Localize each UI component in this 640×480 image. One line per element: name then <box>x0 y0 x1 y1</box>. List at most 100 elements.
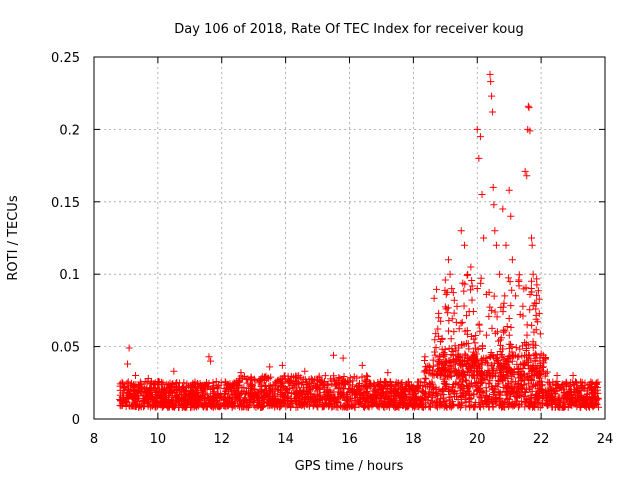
data-point <box>537 350 545 358</box>
data-point <box>171 401 179 409</box>
data-point <box>426 403 434 411</box>
data-point <box>531 392 539 400</box>
data-point <box>476 403 484 411</box>
data-point <box>141 378 149 386</box>
data-point <box>255 379 263 387</box>
data-point <box>501 292 509 300</box>
data-point <box>539 388 547 396</box>
data-point <box>519 312 527 320</box>
data-point <box>455 325 463 333</box>
data-point <box>144 374 152 382</box>
data-point <box>530 381 538 389</box>
data-point <box>295 372 303 380</box>
data-point <box>294 401 302 409</box>
data-point <box>384 369 392 377</box>
data-point <box>489 386 497 394</box>
data-point <box>375 381 383 389</box>
data-point <box>154 391 162 399</box>
data-point <box>445 396 453 404</box>
data-point <box>324 381 332 389</box>
x-tick-label: 22 <box>533 432 550 447</box>
data-point <box>237 401 245 409</box>
data-point <box>505 352 513 360</box>
data-point <box>446 357 454 365</box>
data-point <box>475 154 483 162</box>
data-point <box>222 381 230 389</box>
y-tick-labels: 0 0.05 0.1 0.15 0.2 0.25 <box>51 51 80 428</box>
data-point <box>504 274 512 282</box>
data-point <box>376 400 384 408</box>
data-point <box>446 368 454 376</box>
data-point <box>444 309 452 317</box>
data-point <box>507 302 515 310</box>
data-point <box>132 396 140 404</box>
data-point <box>497 303 505 311</box>
data-point <box>576 386 584 394</box>
data-point <box>484 395 492 403</box>
data-point <box>563 390 571 398</box>
data-point <box>263 386 271 394</box>
data-point <box>480 234 488 242</box>
data-point <box>456 352 464 360</box>
data-point <box>285 385 293 393</box>
data-point <box>287 400 295 408</box>
data-point <box>464 368 472 376</box>
data-point <box>390 396 398 404</box>
data-point <box>567 400 575 408</box>
data-point <box>445 361 453 369</box>
data-point <box>492 398 500 406</box>
data-point <box>460 241 468 249</box>
data-point <box>260 373 268 381</box>
data-point <box>339 354 347 362</box>
data-point <box>304 395 312 403</box>
data-point <box>529 338 537 346</box>
grid <box>94 57 605 419</box>
data-point <box>377 392 385 400</box>
data-point <box>180 388 188 396</box>
data-point <box>492 241 500 249</box>
y-axis-label: ROTI / TECUs <box>6 195 21 280</box>
data-point <box>536 330 544 338</box>
data-point <box>249 397 257 405</box>
data-point <box>451 342 459 350</box>
data-point <box>125 401 133 409</box>
data-point <box>425 383 433 391</box>
data-point <box>458 318 466 326</box>
data-point <box>497 341 505 349</box>
data-point <box>458 340 466 348</box>
data-point <box>421 353 429 361</box>
data-point <box>292 389 300 397</box>
data-point <box>591 387 599 395</box>
data-point <box>125 344 133 352</box>
data-point <box>462 339 470 347</box>
data-point <box>432 344 440 352</box>
data-point <box>116 380 124 388</box>
data-point <box>431 348 439 356</box>
data-point <box>498 351 506 359</box>
data-point <box>220 393 228 401</box>
data-point <box>483 359 491 367</box>
data-point <box>352 390 360 398</box>
data-point <box>390 397 398 405</box>
data-point <box>445 317 453 325</box>
data-point <box>447 335 455 343</box>
data-point <box>464 271 472 278</box>
data-point <box>468 371 476 379</box>
data-point <box>488 324 496 332</box>
data-point <box>276 376 284 384</box>
data-point <box>303 388 311 396</box>
data-point <box>559 403 567 411</box>
data-point <box>169 380 177 388</box>
data-point <box>462 377 470 385</box>
data-point <box>470 391 478 399</box>
data-point <box>225 398 233 406</box>
data-point <box>471 380 479 388</box>
data-point <box>535 310 543 318</box>
data-point <box>443 358 451 366</box>
data-point <box>269 381 277 389</box>
x-tick-label: 10 <box>150 432 167 447</box>
data-point <box>142 392 150 400</box>
data-point <box>303 381 311 389</box>
data-point <box>358 361 366 369</box>
data-point <box>427 370 435 378</box>
